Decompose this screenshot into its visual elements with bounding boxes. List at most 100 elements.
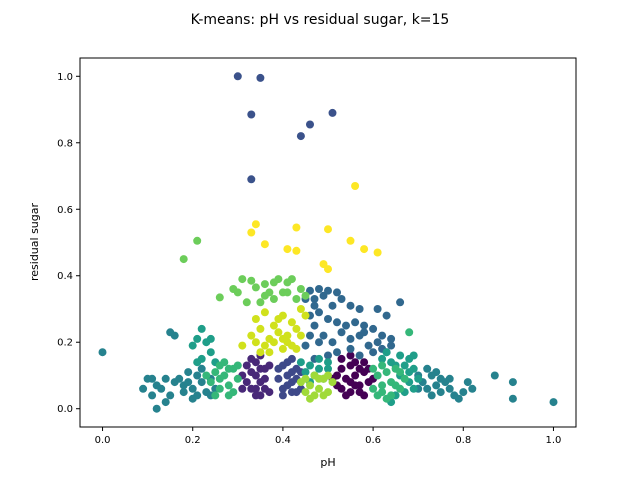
data-point (360, 358, 369, 367)
data-point (432, 368, 441, 377)
data-point (346, 351, 355, 360)
chart-title: K-means: pH vs residual sugar, k=15 (191, 12, 450, 28)
data-point (287, 368, 296, 377)
data-point (315, 364, 323, 373)
data-point (346, 334, 355, 343)
data-point (184, 378, 193, 387)
data-point (260, 374, 269, 383)
data-point (296, 331, 305, 340)
data-point (324, 225, 332, 234)
data-point (459, 388, 468, 397)
data-point (215, 384, 224, 393)
data-point (346, 301, 355, 310)
data-point (233, 288, 242, 297)
data-point (251, 384, 260, 393)
data-point (373, 305, 382, 313)
data-point (283, 245, 292, 254)
data-point (193, 391, 202, 400)
data-point (324, 358, 332, 367)
data-point (274, 328, 283, 337)
data-point (405, 368, 414, 377)
data-point (310, 301, 319, 310)
data-point (315, 338, 323, 347)
y-axis-label: residual sugar (28, 203, 41, 282)
x-axis-ticks: 0.0 0.2 0.4 0.6 0.8 1.0 (95, 427, 561, 446)
data-point (333, 371, 341, 380)
data-point (175, 374, 184, 383)
data-point (301, 388, 310, 397)
data-point (269, 338, 278, 347)
data-point (202, 371, 211, 380)
data-point (197, 364, 206, 373)
data-point (378, 388, 387, 397)
data-point (260, 240, 269, 249)
data-point (454, 394, 463, 403)
data-point (296, 358, 305, 367)
data-point (310, 321, 319, 330)
data-point (436, 374, 445, 383)
data-point (306, 381, 314, 390)
data-point (256, 73, 265, 82)
data-point (301, 311, 310, 320)
data-point (161, 374, 170, 383)
data-point (179, 255, 188, 264)
x-tick-label: 0.0 (95, 435, 111, 446)
data-point (315, 308, 323, 317)
data-point (360, 328, 369, 337)
data-point (387, 334, 396, 343)
data-point (423, 384, 432, 393)
data-point (400, 374, 409, 383)
data-point (188, 341, 197, 350)
data-point (328, 108, 337, 117)
data-point (310, 295, 319, 303)
data-point (549, 398, 558, 407)
data-point (378, 361, 387, 370)
data-point (355, 351, 364, 360)
data-point (274, 275, 283, 284)
data-point (247, 228, 256, 237)
data-point (238, 384, 247, 393)
data-point (193, 371, 202, 380)
data-point (373, 248, 382, 257)
data-point (360, 245, 369, 254)
data-point (296, 132, 305, 141)
data-point (274, 364, 283, 373)
data-point (432, 381, 441, 390)
data-point (260, 384, 269, 393)
y-axis-ticks: 0.0 0.2 0.4 0.6 0.8 1.0 (57, 72, 80, 415)
data-point (378, 381, 387, 390)
data-point (215, 374, 224, 383)
data-point (242, 378, 251, 387)
data-point (247, 331, 256, 340)
data-point (233, 72, 242, 81)
data-point (337, 295, 346, 303)
data-point (355, 305, 364, 313)
data-point (152, 404, 161, 413)
data-point (260, 308, 269, 317)
data-point (445, 384, 454, 393)
data-point (391, 381, 400, 390)
data-point (152, 381, 161, 390)
data-point (233, 361, 242, 370)
data-point (315, 285, 323, 293)
data-point (224, 381, 233, 390)
data-point (373, 371, 382, 380)
data-point (148, 391, 157, 400)
y-tick-label: 0.6 (57, 205, 73, 216)
data-point (351, 358, 360, 367)
data-point (427, 391, 436, 400)
data-point (306, 394, 314, 403)
data-point (378, 331, 387, 340)
data-point (387, 341, 396, 350)
data-point (256, 364, 265, 373)
data-point (296, 285, 305, 293)
data-point (324, 265, 332, 274)
data-point (211, 368, 220, 377)
data-point (256, 298, 265, 307)
data-point (193, 358, 202, 367)
data-point (179, 388, 188, 397)
data-point (508, 394, 517, 403)
data-point (260, 341, 269, 350)
data-point (251, 283, 260, 292)
